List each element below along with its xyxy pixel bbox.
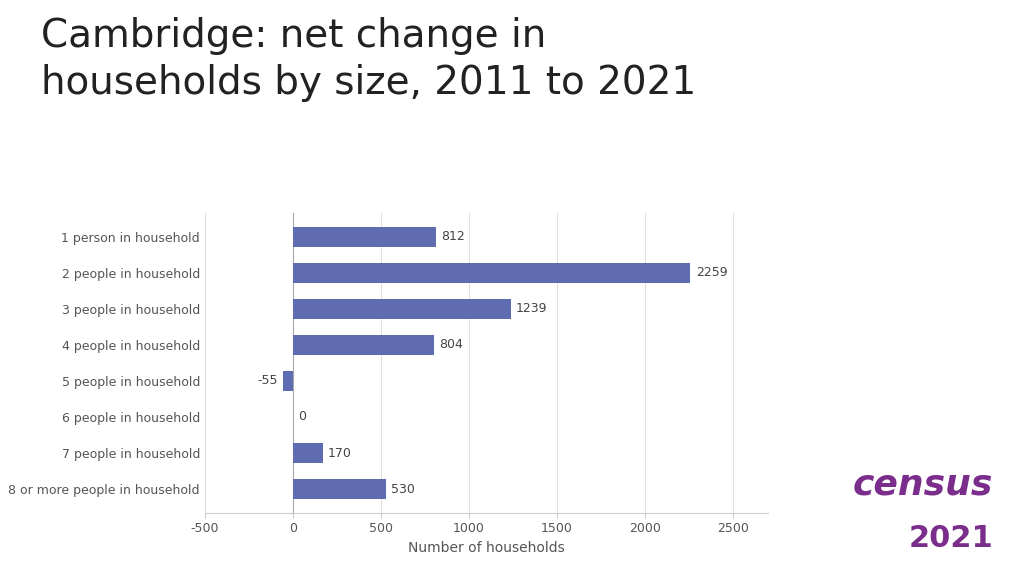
X-axis label: Number of households: Number of households [408, 541, 565, 555]
Text: 1239: 1239 [516, 302, 548, 315]
Bar [283, 371, 293, 391]
Text: 804: 804 [439, 338, 464, 351]
Bar [293, 299, 511, 319]
Text: 812: 812 [441, 230, 465, 243]
Text: 2259: 2259 [695, 266, 727, 279]
Text: -55: -55 [257, 374, 278, 388]
Bar [293, 443, 323, 463]
Text: 530: 530 [391, 483, 416, 495]
Bar [293, 227, 436, 247]
Text: 170: 170 [328, 446, 352, 460]
Bar [293, 335, 434, 355]
Text: Cambridge: net change in
households by size, 2011 to 2021: Cambridge: net change in households by s… [41, 17, 696, 103]
Text: 2021: 2021 [908, 524, 993, 553]
Bar [293, 479, 386, 499]
Text: census: census [853, 467, 993, 501]
Bar [293, 263, 690, 283]
Text: 0: 0 [298, 411, 306, 423]
